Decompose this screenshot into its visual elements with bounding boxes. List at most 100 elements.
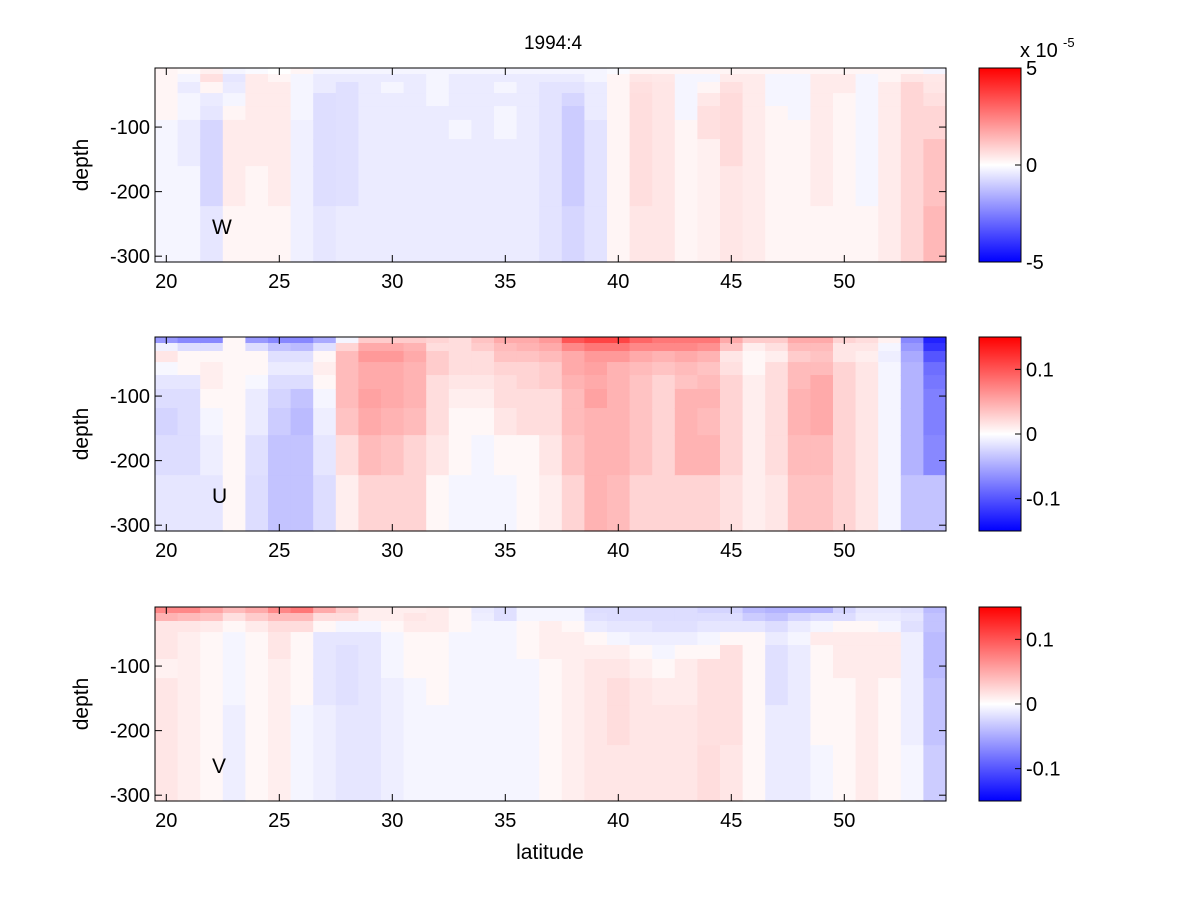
heatmap-cell <box>358 388 382 409</box>
colorbar-scale <box>978 606 1022 802</box>
heatmap-cell <box>652 206 676 263</box>
heatmap-cell <box>516 645 540 660</box>
heatmap-cell <box>403 82 427 94</box>
heatmap-cell <box>629 74 653 83</box>
heatmap-cell <box>268 82 292 94</box>
heatmap-cell <box>765 621 789 633</box>
heatmap-cell <box>426 745 450 802</box>
heatmap-cell <box>539 206 563 263</box>
heatmap-cell <box>742 106 766 121</box>
heatmap-cell <box>155 343 179 352</box>
heatmap-cell <box>245 658 269 679</box>
heatmap-cell <box>652 388 676 409</box>
heatmap-cell <box>742 388 766 409</box>
heatmap-cell <box>471 139 495 167</box>
heatmap-cell <box>403 166 427 207</box>
colorbar-tick-label: -0.1 <box>1026 489 1060 511</box>
x-tick-label: 40 <box>607 810 629 832</box>
heatmap-cell <box>245 362 269 376</box>
heatmap-cell <box>923 621 947 633</box>
heatmap-cell <box>855 745 879 802</box>
heatmap-cell <box>177 658 201 679</box>
heatmap-cell <box>222 678 246 706</box>
heatmap-cell <box>900 388 924 409</box>
heatmap-cell <box>720 343 744 352</box>
heatmap-cell <box>765 632 789 646</box>
heatmap-cell <box>516 607 540 614</box>
heatmap-cell <box>200 206 224 263</box>
heatmap-cell <box>448 632 472 646</box>
heatmap-cell <box>200 119 224 140</box>
heatmap-cell <box>900 82 924 94</box>
heatmap-cell <box>923 745 947 802</box>
heatmap-cell <box>561 82 585 94</box>
heatmap-cell <box>245 388 269 409</box>
heatmap-cell <box>584 621 608 633</box>
heatmap-cell <box>268 362 292 376</box>
heatmap-cell <box>900 206 924 263</box>
heatmap-cell <box>516 82 540 94</box>
heatmap-cell <box>810 166 834 207</box>
heatmap-cell <box>855 388 879 409</box>
heatmap-cell <box>494 375 518 390</box>
heatmap-cell <box>720 645 744 660</box>
heatmap-cell <box>787 337 811 344</box>
x-tick-label: 20 <box>155 540 177 562</box>
heatmap-cell <box>607 343 631 352</box>
heatmap-cell <box>426 106 450 121</box>
heatmap-cell <box>607 119 631 140</box>
heatmap-cell <box>426 206 450 263</box>
heatmap-cell <box>855 68 879 75</box>
heatmap-cell <box>516 408 540 436</box>
heatmap-cell <box>561 68 585 75</box>
heatmap-cell <box>674 645 698 660</box>
heatmap-cell <box>923 74 947 83</box>
heatmap-cell <box>222 106 246 121</box>
heatmap-cell <box>652 82 676 94</box>
heatmap-cell <box>335 613 359 622</box>
heatmap-cell <box>335 119 359 140</box>
heatmap-cell <box>652 119 676 140</box>
heatmap-cell <box>833 678 857 706</box>
heatmap-cell <box>290 375 314 390</box>
heatmap-cell <box>674 82 698 94</box>
heatmap-cell <box>742 645 766 660</box>
heatmap-cell <box>516 68 540 75</box>
heatmap-cell <box>381 106 405 121</box>
heatmap-cell <box>471 388 495 409</box>
heatmap-cell <box>268 632 292 646</box>
heatmap-cell <box>245 745 269 802</box>
axes-frame <box>154 67 947 263</box>
heatmap-cell <box>245 705 269 746</box>
heatmap-cell <box>629 362 653 376</box>
heatmap-cell <box>155 119 179 140</box>
heatmap-cell <box>200 658 224 679</box>
heatmap-cell <box>448 68 472 75</box>
heatmap-cell <box>290 645 314 660</box>
heatmap-cell <box>833 613 857 622</box>
heatmap-cell <box>448 745 472 802</box>
heatmap-cell <box>584 343 608 352</box>
heatmap-cell <box>222 166 246 207</box>
heatmap-cell <box>787 68 811 75</box>
heatmap-cell <box>403 475 427 532</box>
heatmap-cell <box>539 658 563 679</box>
heatmap-cell <box>561 658 585 679</box>
heatmap-cell <box>200 337 224 344</box>
heatmap-cell <box>720 93 744 107</box>
heatmap-cell <box>426 613 450 622</box>
heatmap-cell <box>629 343 653 352</box>
heatmap-cell <box>381 139 405 167</box>
heatmap-cell <box>720 119 744 140</box>
heatmap-cell <box>584 82 608 94</box>
heatmap-cell <box>539 166 563 207</box>
heatmap-cell <box>697 632 721 646</box>
heatmap-cell <box>381 375 405 390</box>
heatmap-cell <box>900 362 924 376</box>
heatmap-cell <box>155 93 179 107</box>
heatmap-cell <box>674 343 698 352</box>
y-tick-label: -200 <box>110 721 150 743</box>
heatmap-cell <box>833 388 857 409</box>
heatmap-cell <box>381 351 405 363</box>
heatmap-cell <box>923 206 947 263</box>
